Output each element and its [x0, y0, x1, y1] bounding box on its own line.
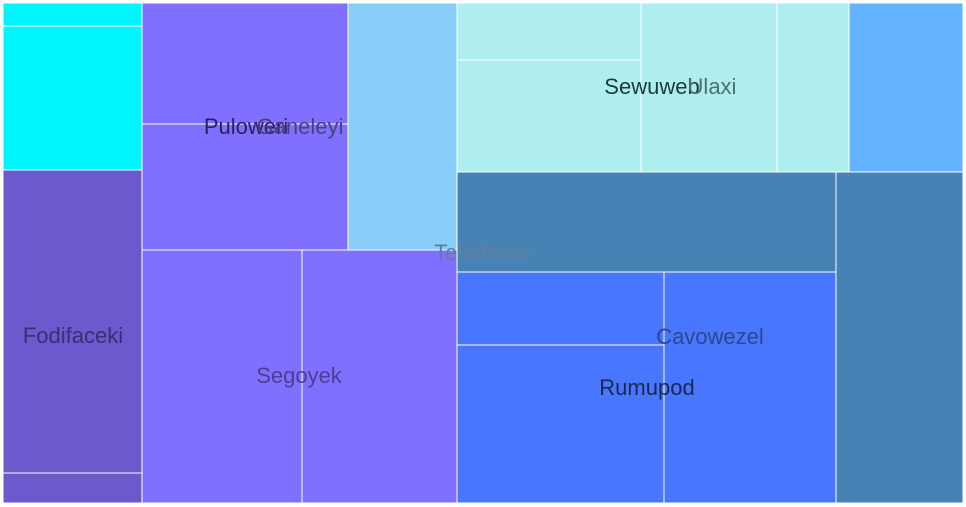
- treemap-label-ulaxi: Ulaxi: [688, 74, 737, 99]
- treemap-label-tehefisive: Tehefisive: [434, 240, 532, 265]
- treemap-tile-fodifaceki-main[interactable]: [2, 169, 143, 474]
- treemap-label-sewuweb: Sewuweb: [604, 74, 699, 99]
- treemap-tile-ulaxi-b[interactable]: [776, 2, 850, 173]
- treemap-tile-sky-right[interactable]: [848, 2, 964, 173]
- treemap-label-ganeleyi: Ganeleyi: [257, 114, 344, 139]
- treemap-tile-rumupod-bottom[interactable]: [456, 344, 665, 504]
- treemap-tile-rumupod-top[interactable]: [456, 271, 665, 346]
- treemap-tile-segoyek-left[interactable]: [141, 249, 303, 504]
- treemap-tile-steel-right[interactable]: [835, 171, 964, 504]
- treemap-tile-ganeleyi[interactable]: [347, 2, 458, 251]
- treemap-tile-sewuweb-top[interactable]: [456, 2, 642, 61]
- treemap-tile-fodifaceki-bottom[interactable]: [2, 472, 143, 504]
- treemap-tile-puloweri-bottom[interactable]: [141, 123, 349, 251]
- treemap-label-segoyek: Segoyek: [256, 363, 343, 388]
- treemap-label-fodifaceki: Fodifaceki: [23, 323, 123, 348]
- treemap-label-cavowezel: Cavowezel: [656, 324, 764, 349]
- treemap-tile-cyan-top[interactable]: [2, 2, 143, 27]
- treemap-tile-sewuweb-bottom[interactable]: [456, 59, 642, 173]
- treemap-tile-puloweri-top[interactable]: [141, 2, 349, 125]
- treemap-label-puloweri: Puloweri: [204, 114, 288, 139]
- treemap-tile-steel-wide[interactable]: [456, 171, 837, 273]
- treemap-tile-cavowezel[interactable]: [663, 271, 837, 504]
- treemap-tile-segoyek-right[interactable]: [301, 249, 458, 504]
- treemap-label-rumupod: Rumupod: [599, 375, 694, 400]
- treemap-tile-cyan-main[interactable]: [2, 25, 143, 171]
